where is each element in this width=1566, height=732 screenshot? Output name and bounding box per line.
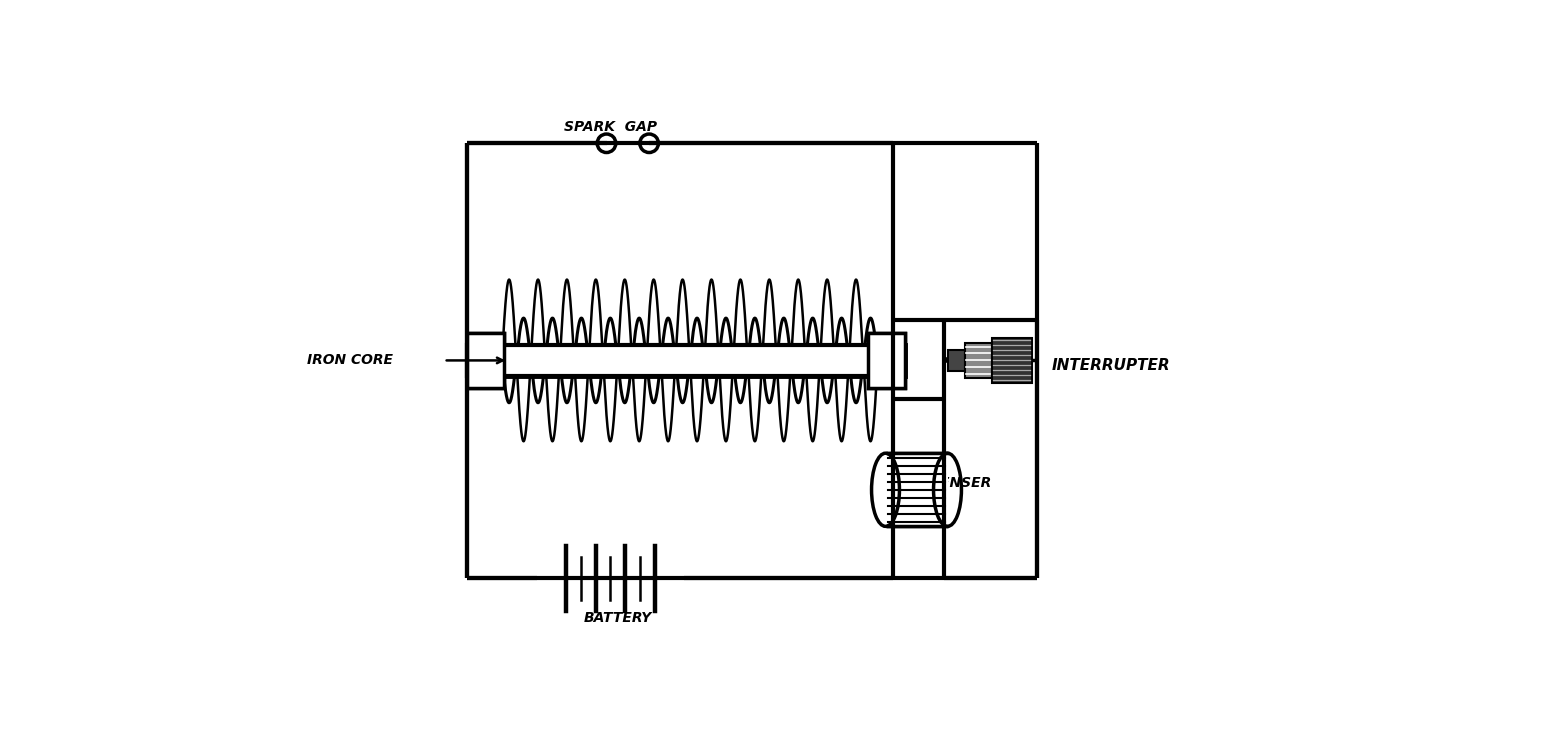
Text: CONDENSER: CONDENSER <box>896 476 991 490</box>
Text: BATTERY: BATTERY <box>584 611 653 625</box>
Bar <box>467 345 905 376</box>
Bar <box>467 333 504 388</box>
Bar <box>467 333 504 388</box>
Bar <box>965 343 991 378</box>
Bar <box>467 345 905 376</box>
Text: IRON CORE: IRON CORE <box>307 354 393 367</box>
Bar <box>991 338 1032 383</box>
Bar <box>868 333 905 388</box>
Text: SPARK  GAP: SPARK GAP <box>564 120 656 134</box>
Bar <box>868 333 905 388</box>
Text: INTERRUPTER: INTERRUPTER <box>1052 357 1171 373</box>
Bar <box>885 453 947 526</box>
Bar <box>947 350 965 371</box>
